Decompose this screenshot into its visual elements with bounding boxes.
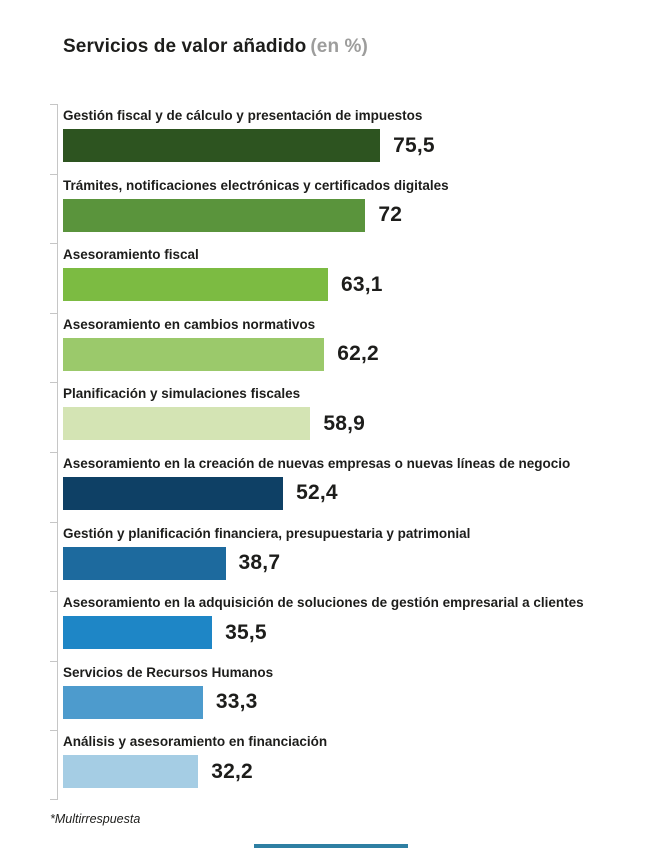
bar-value: 32,2 bbox=[211, 759, 253, 783]
bar-line: 75,5 bbox=[63, 129, 651, 162]
bar-row-6: Gestión y planificación financiera, pres… bbox=[50, 521, 651, 592]
bar bbox=[63, 616, 213, 650]
bar-label: Asesoramiento en la creación de nuevas e… bbox=[63, 455, 571, 471]
bottom-accent-bar bbox=[253, 844, 408, 848]
bar bbox=[63, 129, 381, 162]
bar-chart: Gestión fiscal y de cálculo y presentaci… bbox=[50, 104, 651, 800]
bar-row-0: Gestión fiscal y de cálculo y presentaci… bbox=[50, 104, 651, 174]
bar bbox=[63, 337, 325, 371]
bar-value: 58,9 bbox=[323, 411, 366, 435]
bar-label: Asesoramiento fiscal bbox=[63, 247, 199, 263]
bar-value: 75,5 bbox=[393, 133, 435, 157]
bar bbox=[63, 546, 226, 580]
bar-value: 62,2 bbox=[337, 342, 379, 366]
bar-line: 62,2 bbox=[63, 337, 651, 371]
bar-row-8: Servicios de Recursos Humanos 33,3 bbox=[50, 660, 651, 731]
bar-label: Asesoramiento en cambios normativos bbox=[63, 316, 316, 332]
footnote: *Multirrespuesta bbox=[50, 812, 141, 826]
bar-line: 58,9 bbox=[63, 407, 651, 441]
bar-label: Trámites, notificaciones electrónicas y … bbox=[63, 177, 449, 193]
bar-line: 32,2 bbox=[63, 755, 651, 789]
bar-label: Gestión y planificación financiera, pres… bbox=[63, 525, 471, 541]
bar-row-7: Asesoramiento en la adquisición de soluc… bbox=[50, 591, 651, 661]
bar-row-4: Planificación y simulaciones fiscales 58… bbox=[50, 382, 651, 452]
bar-label: Servicios de Recursos Humanos bbox=[63, 664, 274, 680]
chart-title: Servicios de valor añadido (en %) bbox=[63, 36, 661, 58]
bar-value: 52,4 bbox=[296, 481, 338, 505]
bar-row-5: Asesoramiento en la creación de nuevas e… bbox=[50, 451, 651, 522]
bar-label: Asesoramiento en la adquisición de soluc… bbox=[63, 595, 584, 611]
bar-line: 33,3 bbox=[63, 685, 651, 719]
bar-value: 38,7 bbox=[238, 551, 281, 575]
bar-label: Análisis y asesoramiento en financiación bbox=[63, 734, 328, 750]
bar-label: Gestión fiscal y de cálculo y presentaci… bbox=[63, 108, 423, 123]
bar-row-9: Análisis y asesoramiento en financiación… bbox=[50, 730, 651, 800]
bar-line: 63,1 bbox=[63, 268, 651, 302]
chart-title-suffix: (en %) bbox=[310, 36, 368, 57]
bar bbox=[63, 407, 311, 441]
bar bbox=[63, 268, 329, 302]
bar-line: 38,7 bbox=[63, 546, 651, 580]
bar bbox=[63, 198, 366, 232]
chart-title-main: Servicios de valor añadido bbox=[63, 36, 307, 57]
bar-line: 52,4 bbox=[63, 476, 651, 510]
bar bbox=[63, 685, 203, 719]
bar-row-3: Asesoramiento en cambios normativos 62,2 bbox=[50, 312, 651, 383]
bar-line: 35,5 bbox=[63, 616, 651, 650]
bar-line: 72 bbox=[63, 198, 651, 232]
bar-value: 72 bbox=[378, 203, 403, 227]
bar-row-2: Asesoramiento fiscal 63,1 bbox=[50, 243, 651, 313]
bar bbox=[63, 476, 284, 510]
bar-value: 35,5 bbox=[225, 620, 267, 644]
bar bbox=[63, 755, 199, 789]
bar-row-1: Trámites, notificaciones electrónicas y … bbox=[50, 173, 651, 244]
bar-label: Planificación y simulaciones fiscales bbox=[63, 386, 301, 402]
bar-value: 63,1 bbox=[341, 272, 383, 296]
bar-value: 33,3 bbox=[215, 690, 258, 714]
